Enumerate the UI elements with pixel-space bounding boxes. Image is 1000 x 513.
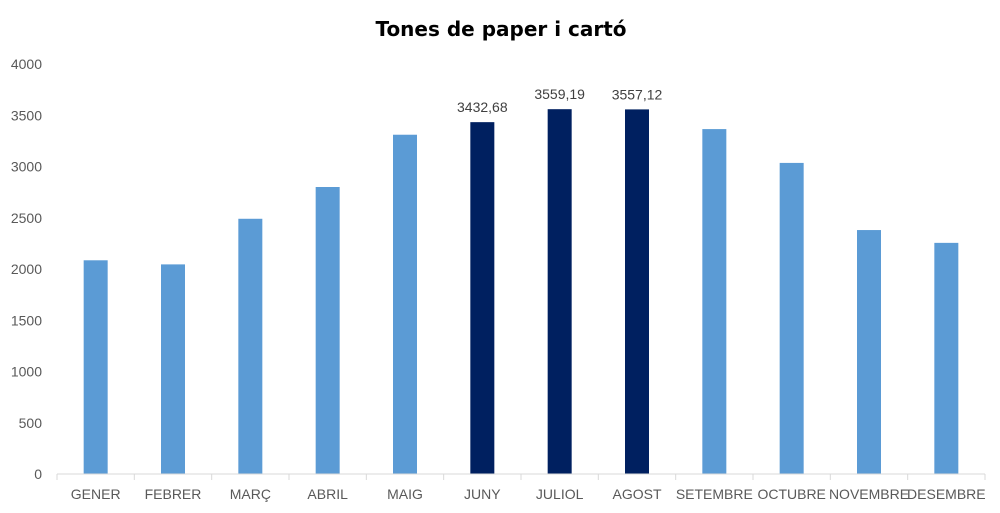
data-label: 3557,12: [612, 86, 663, 102]
category-label: MARÇ: [230, 486, 271, 502]
x-axis: [56, 474, 986, 480]
bar: [625, 109, 649, 474]
bar: [238, 218, 263, 474]
bar: [83, 260, 108, 474]
y-tick-label: 500: [19, 415, 43, 431]
category-label: ABRIL: [307, 486, 348, 502]
data-label: 3559,19: [534, 86, 585, 102]
y-tick-label: 2000: [11, 261, 42, 277]
y-tick-label: 0: [34, 466, 42, 482]
category-label: OCTUBRE: [757, 486, 825, 502]
bar: [393, 134, 417, 474]
y-axis: 0 500 1000 1500 2000 2500 3000 3500 4000: [11, 56, 42, 482]
category-label: JULIOL: [536, 486, 584, 502]
bar: [470, 122, 495, 474]
category-label: SETEMBRE: [676, 486, 753, 502]
category-label: DESEMBRE: [907, 486, 986, 502]
data-labels: 3432,68 3559,19 3557,12: [457, 86, 662, 115]
bar: [779, 162, 804, 474]
category-label: AGOST: [612, 486, 661, 502]
bar: [934, 242, 959, 474]
category-labels: GENER FEBRER MARÇ ABRIL MAIG JUNY JULIOL AGOST S…: [71, 486, 986, 502]
y-tick-label: 4000: [11, 56, 42, 72]
category-label: JUNY: [464, 486, 501, 502]
bar: [161, 264, 185, 474]
category-label: MAIG: [387, 486, 423, 502]
chart-title: Tones de paper i cartó: [375, 17, 626, 41]
category-label: NOVEMBRE: [829, 486, 909, 502]
bars: [83, 109, 959, 475]
bar: [702, 129, 727, 474]
bar: [857, 230, 881, 474]
data-label: 3432,68: [457, 99, 508, 115]
y-tick-label: 3500: [11, 107, 42, 123]
bar: [315, 187, 340, 474]
y-tick-label: 3000: [11, 159, 42, 175]
category-label: GENER: [71, 486, 121, 502]
y-tick-label: 2500: [11, 210, 42, 226]
y-tick-label: 1500: [11, 312, 42, 328]
bar: [547, 109, 572, 475]
category-label: FEBRER: [145, 486, 202, 502]
y-tick-label: 1000: [11, 364, 42, 380]
